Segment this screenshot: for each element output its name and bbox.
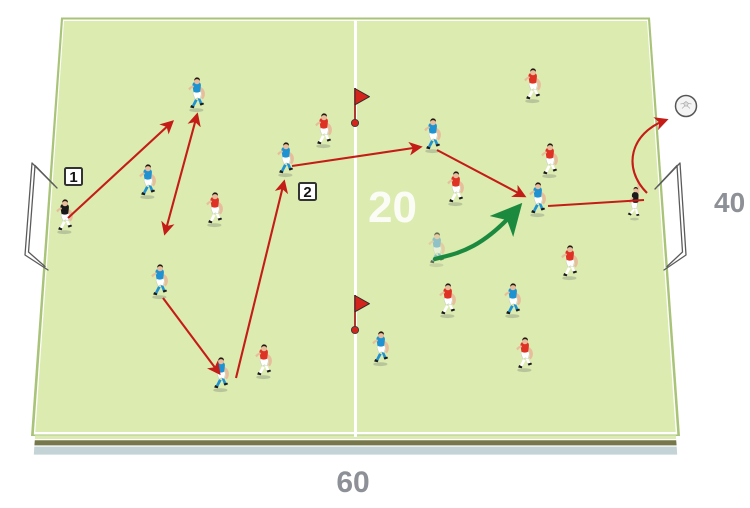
svg-text:40: 40 [714, 187, 745, 218]
svg-text:20: 20 [368, 183, 417, 232]
svg-text:1: 1 [69, 169, 77, 186]
svg-text:2: 2 [303, 184, 311, 201]
svg-text:60: 60 [336, 466, 369, 499]
